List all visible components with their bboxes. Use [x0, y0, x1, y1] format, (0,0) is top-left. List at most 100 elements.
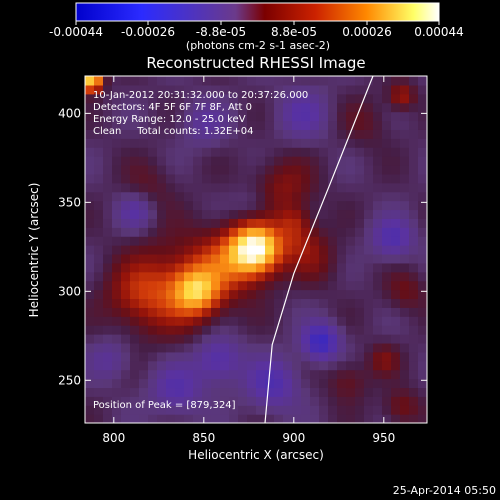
heatmap-cell [103, 138, 113, 148]
heatmap-cell [319, 396, 329, 406]
heatmap-cell [112, 209, 122, 219]
heatmap-cell [319, 262, 329, 273]
heatmap-cell [166, 334, 176, 344]
heatmap-cell [103, 147, 113, 157]
heatmap-cell [85, 164, 95, 175]
heatmap-cell [265, 280, 275, 291]
heatmap-cell [94, 378, 104, 389]
heatmap-cell [202, 342, 212, 353]
heatmap-cell [301, 245, 311, 255]
heatmap-cell [112, 316, 122, 326]
heatmap-cell [121, 138, 131, 148]
heatmap-cell [148, 200, 158, 211]
heatmap-cell [202, 138, 212, 148]
heatmap-cell [202, 351, 212, 362]
heatmap-cell [139, 156, 149, 166]
heatmap-cell [247, 76, 257, 86]
heatmap-cell [292, 253, 302, 264]
heatmap-cell [391, 173, 401, 184]
heatmap-cell [193, 173, 203, 184]
heatmap-cell [220, 120, 230, 130]
heatmap-cell [409, 369, 419, 380]
heatmap-cell [310, 342, 320, 353]
heatmap-cell [139, 191, 149, 202]
heatmap-cell [193, 325, 203, 335]
heatmap-cell [229, 156, 239, 166]
heatmap-cell [229, 84, 239, 95]
heatmap-cell [166, 84, 176, 95]
heatmap-cell [382, 396, 392, 406]
heatmap-cell [283, 360, 293, 371]
heatmap-cell [409, 245, 419, 255]
heatmap-cell [319, 200, 329, 211]
heatmap-cell [202, 218, 212, 228]
heatmap-cell [202, 396, 212, 406]
heatmap-cell [328, 351, 338, 362]
heatmap-cell [283, 280, 293, 291]
heatmap-cell [184, 387, 194, 397]
heatmap-cell [94, 396, 104, 406]
heatmap-cell [373, 396, 383, 406]
annotation-peak-position: Position of Peak = [879,324] [93, 400, 236, 411]
heatmap-cell [328, 334, 338, 344]
heatmap-cell [418, 351, 427, 362]
heatmap-cell [319, 156, 329, 166]
heatmap-cell [94, 147, 104, 157]
heatmap-cell [328, 253, 338, 264]
x-axis-ticks: 800 850 900 950 [102, 76, 395, 445]
heatmap-cell [211, 245, 221, 255]
heatmap-cell [265, 396, 275, 406]
heatmap-cell [319, 325, 329, 335]
heatmap-cell [229, 102, 239, 113]
heatmap-cell [373, 298, 383, 308]
heatmap-cell [400, 209, 410, 219]
heatmap-cell [112, 378, 122, 389]
heatmap-cell [94, 129, 104, 139]
heatmap-cell [238, 200, 248, 211]
heatmap-cell [373, 405, 383, 415]
heatmap-cell [229, 387, 239, 397]
heatmap-cell [310, 298, 320, 308]
heatmap-cell [211, 396, 221, 406]
heatmap-cell [193, 129, 203, 139]
heatmap-cell [256, 129, 266, 139]
heatmap-cell [256, 351, 266, 362]
heatmap-cell [382, 191, 392, 202]
heatmap-cell [193, 360, 203, 371]
heatmap-cell [346, 236, 356, 246]
heatmap-cell [148, 396, 158, 406]
heatmap-cell [112, 147, 122, 157]
heatmap-cell [337, 138, 347, 148]
heatmap-cell [373, 218, 383, 228]
heatmap-cell [292, 200, 302, 211]
heatmap-cell [355, 396, 365, 406]
heatmap-cell [346, 76, 356, 86]
heatmap-cell [148, 129, 158, 139]
heatmap-cell [202, 84, 212, 95]
heatmap-cell [85, 369, 95, 380]
heatmap-cell [211, 325, 221, 335]
heatmap-cell [382, 138, 392, 148]
heatmap-cell [130, 138, 140, 148]
heatmap-cell [175, 182, 185, 193]
heatmap-cell [310, 360, 320, 371]
heatmap-cell [409, 253, 419, 264]
heatmap-cell [175, 173, 185, 184]
heatmap-cell [148, 245, 158, 255]
heatmap-cell [355, 360, 365, 371]
heatmap-cell [112, 156, 122, 166]
heatmap-cell [220, 209, 230, 219]
heatmap-cell [220, 253, 230, 264]
heatmap-cell [409, 164, 419, 175]
heatmap-cell [319, 138, 329, 148]
heatmap-cell [301, 262, 311, 273]
heatmap-cell [256, 307, 266, 317]
heatmap-cell [373, 369, 383, 380]
heatmap-cell [157, 209, 167, 219]
chart-title: Reconstructed RHESSI Image [146, 54, 365, 72]
heatmap-cell [220, 218, 230, 228]
heatmap-cell [247, 120, 257, 130]
heatmap-cell [193, 227, 203, 237]
heatmap-cell [292, 138, 302, 148]
